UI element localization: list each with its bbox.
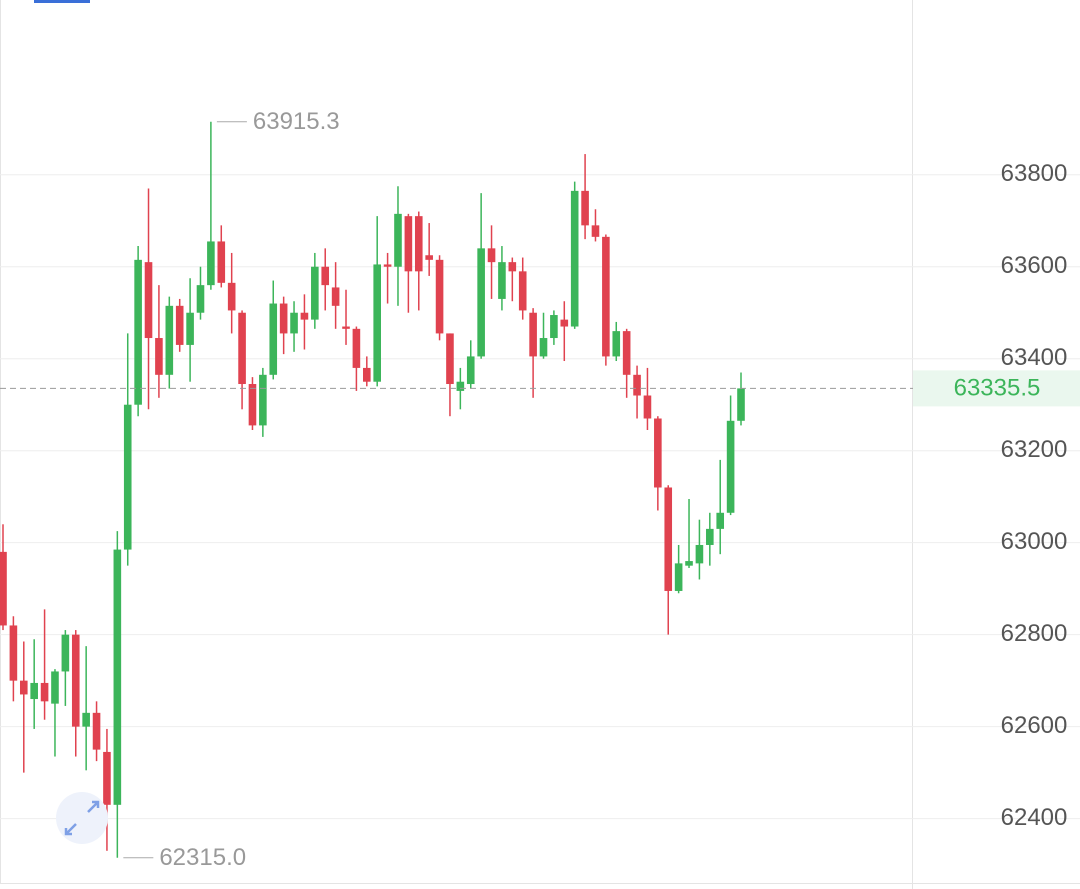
expand-button[interactable] bbox=[56, 792, 108, 844]
candle-body bbox=[674, 563, 683, 591]
candle-body bbox=[550, 315, 558, 339]
candle-body bbox=[425, 255, 433, 260]
candle-body bbox=[612, 331, 621, 357]
y-tick-label: 63800 bbox=[1001, 160, 1068, 187]
candle-body bbox=[498, 262, 506, 299]
candle-body bbox=[51, 671, 59, 704]
candle-body bbox=[300, 312, 309, 320]
candle-body bbox=[331, 287, 340, 306]
candle-body bbox=[61, 634, 70, 672]
candle-body bbox=[518, 271, 527, 311]
y-tick-label: 63600 bbox=[1001, 252, 1068, 279]
candle-body bbox=[217, 241, 226, 283]
low-label: 62315.0 bbox=[159, 844, 246, 871]
candle-body bbox=[716, 512, 725, 529]
candle-body bbox=[643, 395, 652, 419]
candle-body bbox=[342, 326, 350, 329]
candle-body bbox=[311, 266, 319, 320]
candle-body bbox=[186, 312, 194, 345]
candle-body bbox=[259, 374, 267, 426]
candle-body bbox=[352, 328, 361, 368]
candle-body bbox=[290, 312, 298, 334]
candle-body bbox=[695, 544, 704, 564]
candle-body bbox=[726, 420, 735, 513]
candle-body bbox=[622, 331, 631, 375]
candle-body bbox=[144, 262, 153, 339]
candle-body bbox=[196, 285, 205, 313]
candle-body bbox=[435, 259, 444, 334]
candle-body bbox=[706, 528, 714, 545]
candle-body bbox=[466, 356, 475, 385]
candle-body bbox=[165, 305, 174, 375]
candle-body bbox=[685, 561, 693, 566]
candle-body bbox=[456, 381, 465, 391]
candle-body bbox=[581, 190, 589, 226]
candle-body bbox=[207, 241, 215, 286]
candle-body bbox=[321, 266, 330, 286]
y-tick-label: 63200 bbox=[1001, 436, 1068, 463]
candle-body bbox=[591, 225, 600, 237]
y-tick-label: 62400 bbox=[1001, 804, 1068, 831]
candle-body bbox=[394, 213, 402, 267]
candle-body bbox=[529, 312, 537, 357]
tab-indicator bbox=[34, 0, 90, 3]
expand-circle[interactable] bbox=[56, 792, 108, 844]
candle-body bbox=[279, 303, 288, 334]
candle-body bbox=[560, 319, 569, 327]
y-tick-label: 63000 bbox=[1001, 528, 1068, 555]
candle-body bbox=[113, 549, 122, 805]
candle-body bbox=[92, 712, 101, 750]
candle-body bbox=[175, 305, 184, 345]
candle-body bbox=[30, 682, 38, 700]
candle-body bbox=[238, 312, 246, 385]
candle-body bbox=[40, 682, 49, 702]
candle-body bbox=[248, 384, 257, 426]
candle-body bbox=[0, 551, 7, 626]
candle-body bbox=[373, 264, 381, 382]
candle-body bbox=[155, 338, 163, 375]
last-price-label: 63335.5 bbox=[954, 375, 1041, 402]
candle-body bbox=[383, 264, 392, 267]
candle-body bbox=[654, 418, 662, 488]
candle-body bbox=[446, 333, 454, 385]
candle-body bbox=[664, 487, 673, 591]
candle-body bbox=[477, 248, 485, 357]
candle-body bbox=[269, 303, 278, 375]
candle-body bbox=[737, 388, 745, 421]
candle-body bbox=[414, 216, 423, 272]
expand-icon[interactable] bbox=[64, 800, 100, 836]
candle-body bbox=[602, 236, 610, 357]
candle-body bbox=[404, 216, 413, 272]
candle-body bbox=[134, 259, 142, 405]
candle-body bbox=[227, 282, 236, 311]
y-tick-label: 62800 bbox=[1001, 620, 1068, 647]
candle-body bbox=[103, 751, 111, 805]
y-tick-label: 63400 bbox=[1001, 344, 1068, 371]
y-tick-label: 62600 bbox=[1001, 712, 1068, 739]
candle-body bbox=[633, 374, 641, 396]
candle-body bbox=[123, 404, 132, 550]
last-price-box bbox=[913, 370, 1080, 407]
candle-body bbox=[71, 634, 80, 727]
candle-body bbox=[9, 625, 18, 681]
candle-body bbox=[363, 367, 371, 382]
high-label: 63915.3 bbox=[253, 108, 340, 135]
candle-body bbox=[539, 338, 548, 357]
candle-body bbox=[19, 680, 28, 695]
candle-body bbox=[82, 712, 90, 727]
candle-body bbox=[487, 248, 496, 263]
candle-body bbox=[508, 262, 517, 272]
candle-body bbox=[570, 190, 579, 327]
